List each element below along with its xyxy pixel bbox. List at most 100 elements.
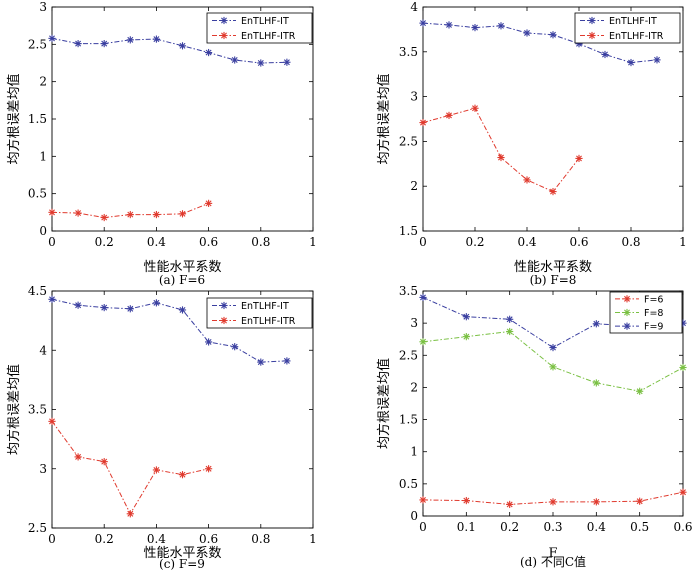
data-point: [471, 104, 479, 112]
data-point: [506, 327, 514, 336]
x-tick-label: 0.8: [621, 235, 640, 249]
series-line-2: [51, 421, 209, 515]
x-tick-label: 1: [309, 532, 317, 546]
data-point: [462, 333, 470, 341]
legend: F=6 F=8 F=9: [609, 291, 683, 334]
data-point: [636, 387, 644, 395]
subplot-caption: (c) F=9: [159, 557, 205, 571]
data-point: [205, 48, 213, 57]
data-point: [592, 498, 600, 506]
legend-entry-label: EnTLHF-ITR: [609, 31, 664, 42]
data-point: [48, 34, 56, 42]
y-tick-label: 2: [410, 179, 418, 193]
y-tick-label: 3: [410, 90, 418, 104]
data-point: [549, 498, 557, 506]
data-point: [152, 466, 160, 474]
data-point: [257, 59, 265, 67]
legend-marker: [220, 301, 228, 310]
data-point: [283, 357, 291, 365]
series-line-1: [51, 37, 287, 64]
y-axis-label: 均方根误差均值: [6, 73, 22, 164]
subplot-caption: (d) 不同C值: [520, 554, 586, 569]
data-point: [549, 343, 557, 352]
y-tick-label: 3.5: [399, 284, 418, 298]
x-tick-label: 0.4: [147, 532, 166, 546]
x-tick-label: 1: [679, 235, 687, 249]
y-tick-label: 2: [410, 380, 418, 394]
y-tick-label: 3.5: [399, 45, 418, 59]
data-point: [152, 35, 160, 43]
data-point: [506, 500, 514, 509]
data-point: [48, 208, 56, 216]
data-point: [126, 36, 134, 44]
data-point: [549, 187, 557, 196]
data-point: [549, 31, 557, 39]
data-point: [592, 379, 600, 387]
data-point: [205, 465, 213, 473]
y-axis-label: 均方根误差均值: [376, 358, 392, 449]
data-point: [653, 56, 661, 64]
data-point: [257, 358, 265, 366]
y-tick-label: 3: [39, 0, 47, 14]
x-tick-label: 0.2: [465, 235, 484, 249]
y-tick-label: 2.5: [399, 134, 418, 148]
legend: EnTLHF-IT EnTLHF-ITR: [206, 297, 313, 329]
series-line-2: [422, 330, 684, 392]
legend-marker: [220, 316, 228, 325]
data-point: [471, 24, 479, 32]
legend-marker: [588, 16, 596, 25]
x-axis-label: 性能水平系数: [143, 546, 221, 561]
data-point: [74, 453, 82, 461]
data-point: [100, 39, 108, 48]
x-tick-label: 0.5: [630, 520, 649, 534]
data-point: [497, 153, 505, 162]
series-line-2: [422, 107, 580, 193]
y-axis-label: 均方根误差均值: [6, 364, 22, 455]
y-tick-label: 1: [39, 149, 47, 163]
data-point: [462, 313, 470, 321]
legend-marker: [588, 31, 596, 40]
legend-marker: [623, 308, 631, 317]
y-tick-label: 3.5: [28, 403, 47, 417]
data-point: [419, 338, 427, 346]
data-point: [679, 363, 687, 372]
legend-marker: [220, 16, 228, 25]
data-point: [419, 496, 427, 504]
data-point: [497, 22, 505, 30]
x-tick-label: 0.6: [673, 520, 692, 534]
y-tick-label: 1.5: [28, 112, 47, 126]
legend-entry-label: EnTLHF-IT: [609, 16, 657, 27]
data-point: [523, 29, 531, 37]
data-point: [445, 21, 453, 29]
legend-marker: [623, 295, 631, 303]
x-tick-label: 0.8: [251, 532, 270, 546]
y-tick-label: 0.5: [399, 477, 418, 491]
data-point: [231, 56, 239, 64]
data-point: [592, 320, 600, 328]
y-tick-label: 1.5: [399, 224, 418, 238]
data-point: [679, 488, 687, 496]
data-point: [636, 497, 644, 505]
y-tick-label: 4: [39, 343, 47, 357]
chart-panel-1: 0 0.2 0.4 0.6 0.8 1 0 0.5 1 1.5 2 2.5 3 性能水平系数 均方根误差均值…: [6, 0, 317, 287]
data-point: [178, 210, 187, 218]
legend-marker: [220, 31, 228, 40]
x-tick-label: 0.2: [95, 235, 114, 249]
x-axis-label: 性能水平系数: [514, 260, 592, 275]
x-tick-label: 0.1: [457, 520, 476, 534]
data-point: [126, 210, 134, 219]
data-point: [178, 471, 187, 479]
data-point: [575, 154, 583, 163]
legend-entry-label: F=8: [644, 308, 663, 319]
subplot-caption: (b) F=8: [530, 273, 577, 287]
data-point: [48, 295, 56, 303]
x-tick-label: 0.2: [95, 532, 114, 546]
chart-panel-4: 0 0.1 0.2 0.3 0.4 0.5 0.6 0 0.5 1 1.5 2 2.5 3 3.5 F 均方根误…: [376, 284, 693, 569]
data-point: [419, 293, 427, 302]
chart-panel-2: 0 0.2 0.4 0.6 0.8 1 1.5 2 2.5 3 3.5 4 性能水平系数 均方根误差均值 (…: [376, 0, 687, 287]
legend: EnTLHF-IT EnTLHF-ITR: [206, 12, 313, 44]
data-point: [283, 58, 291, 66]
data-point: [506, 315, 514, 323]
x-tick-label: 0: [419, 520, 427, 534]
